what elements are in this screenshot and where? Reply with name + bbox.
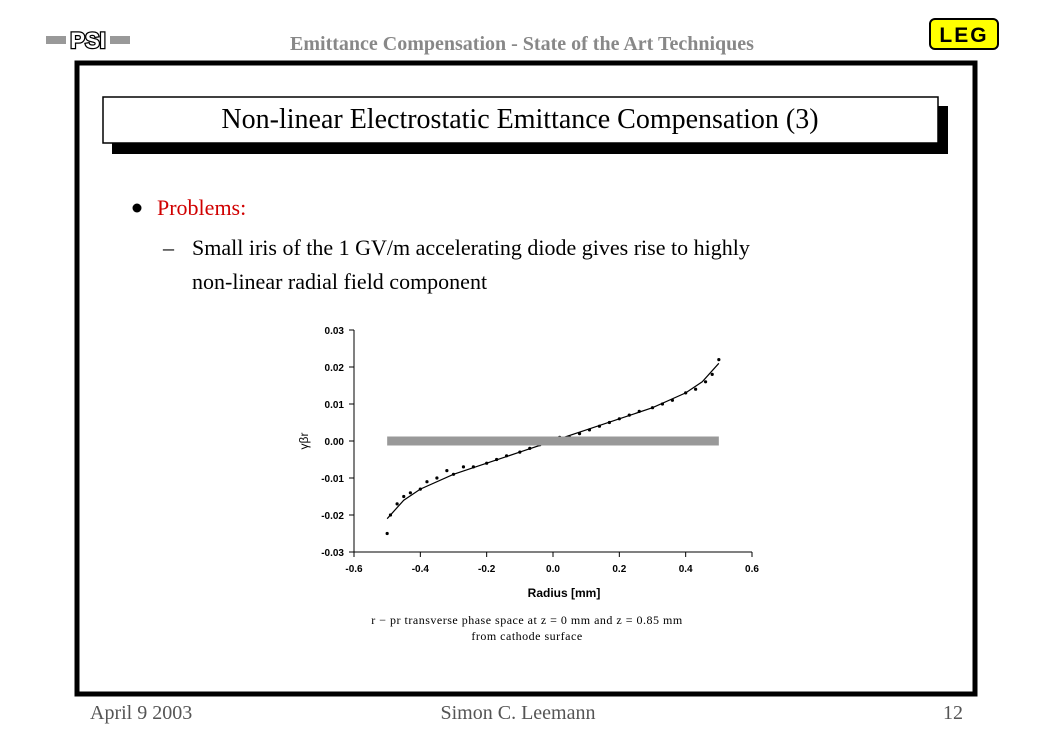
y-tick-label: -0.01 bbox=[321, 474, 344, 485]
x-axis-label: Radius [mm] bbox=[528, 586, 601, 600]
point bbox=[703, 380, 708, 384]
x-tick-label: 0.6 bbox=[745, 564, 759, 575]
y-tick-label: 0.00 bbox=[325, 437, 345, 448]
logo-left: PSI bbox=[70, 28, 105, 53]
slide-title: Non-linear Electrostatic Emittance Compe… bbox=[221, 104, 818, 135]
bullet-dot bbox=[132, 203, 142, 213]
x-tick-label: 0.4 bbox=[679, 564, 693, 575]
y-tick-label: 0.03 bbox=[325, 326, 345, 337]
logo-right-box bbox=[929, 18, 999, 50]
point bbox=[395, 502, 399, 506]
logo-bar bbox=[46, 36, 66, 44]
subbullet-line: Small iris of the 1 GV/m accelerating di… bbox=[192, 235, 750, 260]
x-tick-label: 0.2 bbox=[612, 564, 626, 575]
caption: r − pr transverse phase space at z = 0 m… bbox=[371, 613, 683, 627]
x-tick-label: -0.4 bbox=[412, 564, 430, 575]
x-tick-label: -0.6 bbox=[345, 564, 363, 575]
footer-date: April 9 2003 bbox=[90, 702, 192, 724]
x-tick-label: -0.2 bbox=[478, 564, 496, 575]
bullet: Problems: bbox=[157, 195, 246, 220]
point bbox=[694, 387, 698, 391]
y-axis-label: γβr bbox=[297, 433, 311, 450]
caption: from cathode surface bbox=[471, 629, 582, 643]
logo-bar bbox=[110, 36, 130, 44]
y-tick-label: 0.01 bbox=[325, 400, 345, 411]
footer-author: Simon C. Leemann bbox=[441, 702, 596, 724]
point bbox=[435, 476, 439, 480]
point bbox=[402, 494, 406, 499]
point bbox=[717, 358, 721, 362]
point bbox=[385, 531, 389, 536]
point bbox=[461, 465, 466, 469]
point bbox=[425, 480, 429, 484]
title-box bbox=[102, 96, 939, 144]
header-title: Emittance Compensation - State of the Ar… bbox=[290, 33, 754, 55]
y-tick-label: 0.02 bbox=[325, 363, 345, 374]
y-tick-label: -0.03 bbox=[321, 548, 344, 559]
point bbox=[710, 372, 714, 376]
x-tick-label: 0.0 bbox=[546, 564, 560, 575]
footer-page: 12 bbox=[943, 702, 963, 724]
subbullet-line: non-linear radial field component bbox=[192, 269, 487, 294]
point bbox=[445, 469, 449, 473]
point bbox=[408, 491, 412, 495]
y-tick-label: -0.02 bbox=[321, 511, 344, 522]
dash: – bbox=[162, 235, 175, 260]
frame bbox=[74, 60, 978, 697]
logo-right: LEG bbox=[939, 24, 988, 47]
chart: Radius [mm] γβr r − pr transverse phase … bbox=[297, 326, 759, 643]
